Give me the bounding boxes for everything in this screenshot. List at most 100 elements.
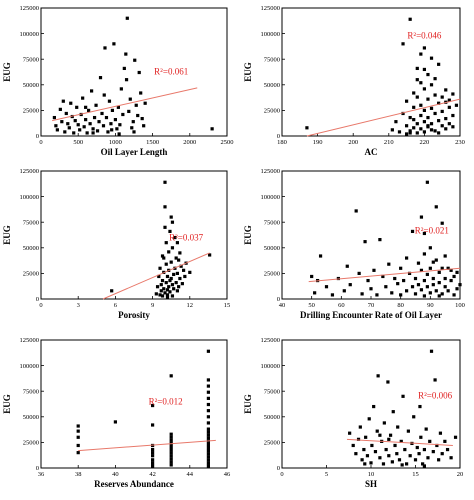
data-point xyxy=(160,254,165,258)
data-point xyxy=(162,287,166,291)
data-point xyxy=(175,289,179,293)
data-point xyxy=(169,457,173,461)
data-point xyxy=(98,76,103,80)
data-point xyxy=(158,266,162,270)
y-tick-label: 125000 xyxy=(261,5,281,12)
data-point xyxy=(412,126,416,130)
data-point xyxy=(206,433,210,437)
data-point xyxy=(362,447,366,452)
data-point xyxy=(426,456,430,460)
r-squared-label: R²=0.046 xyxy=(407,31,442,41)
data-point xyxy=(168,229,172,234)
data-point xyxy=(429,122,434,126)
data-point xyxy=(206,421,210,425)
data-point xyxy=(378,433,382,437)
data-point xyxy=(433,77,437,81)
data-point xyxy=(419,81,423,85)
data-point xyxy=(206,455,210,459)
data-point xyxy=(401,42,405,46)
x-tick-label: 190 xyxy=(313,139,323,146)
data-point xyxy=(453,435,458,439)
data-point xyxy=(388,433,393,437)
y-tick-label: 50000 xyxy=(264,82,280,89)
x-tick-label: 2500 xyxy=(221,139,234,146)
data-point xyxy=(405,462,409,466)
data-point xyxy=(89,89,94,93)
data-point xyxy=(160,294,165,298)
data-point xyxy=(169,463,173,467)
y-tick-label: 75000 xyxy=(23,219,39,226)
y-tick-label: 0 xyxy=(36,133,39,140)
y-tick-label: 25000 xyxy=(264,440,280,447)
chart-panel-6: 0 5 10 15 20 0 25000 50000 75000 100000 125000 SH EU… xyxy=(243,337,463,489)
data-point xyxy=(412,118,416,122)
data-point xyxy=(422,278,426,283)
data-point xyxy=(173,235,177,240)
chart-panel-5: 36 38 40 42 44 46 0 25000 50000 75000 100000 125000… xyxy=(2,337,231,489)
data-point xyxy=(206,436,210,440)
data-point xyxy=(155,285,160,289)
data-point xyxy=(406,429,410,433)
data-point xyxy=(440,221,444,225)
data-point xyxy=(162,256,166,260)
chart-panel-3: 0 3 6 9 12 15 0 25000 50000 75000 100000 125000 Poro… xyxy=(2,168,230,320)
data-point xyxy=(422,447,426,452)
data-point xyxy=(151,454,155,458)
r-squared-label: R²=0.012 xyxy=(149,397,183,407)
data-point xyxy=(84,105,88,109)
data-point xyxy=(376,374,380,378)
data-point xyxy=(437,458,441,462)
y-axis-label: EUG xyxy=(243,394,253,414)
data-point xyxy=(348,431,352,435)
y-tick-label: 25000 xyxy=(23,108,39,115)
data-point xyxy=(76,429,80,433)
data-point xyxy=(84,118,88,122)
data-point xyxy=(163,205,167,209)
data-point xyxy=(447,98,451,102)
y-axis-label: EUG xyxy=(2,225,12,245)
data-point xyxy=(170,246,175,250)
data-point xyxy=(164,241,168,245)
data-point xyxy=(418,404,422,409)
x-tick-label: 36 xyxy=(38,471,45,478)
x-tick-label: 220 xyxy=(420,139,430,146)
data-point xyxy=(143,101,147,105)
data-point xyxy=(169,260,173,264)
data-point xyxy=(449,268,453,272)
data-point xyxy=(452,274,456,279)
data-point xyxy=(163,225,167,229)
data-point xyxy=(206,415,210,419)
data-point xyxy=(394,120,398,124)
data-point xyxy=(151,461,155,465)
data-point xyxy=(177,258,181,262)
data-point xyxy=(405,99,409,103)
y-tick-label: 100000 xyxy=(261,194,281,201)
x-tick-label: 40 xyxy=(279,302,286,309)
data-point xyxy=(378,238,382,242)
data-point xyxy=(431,450,435,454)
data-point xyxy=(95,129,100,133)
data-point xyxy=(390,128,394,132)
data-point xyxy=(367,417,371,421)
data-point xyxy=(419,288,424,292)
data-point xyxy=(419,268,424,272)
data-point xyxy=(416,261,421,265)
y-tick-label: 50000 xyxy=(264,245,280,252)
y-axis-label: EUG xyxy=(2,394,12,414)
x-tick-label: 500 xyxy=(73,139,83,146)
data-point xyxy=(408,129,412,133)
data-point xyxy=(180,282,184,286)
data-point xyxy=(151,451,155,455)
data-point xyxy=(451,125,455,129)
data-point xyxy=(431,260,435,264)
data-point xyxy=(76,435,80,439)
y-tick-label: 100000 xyxy=(20,363,40,370)
data-point xyxy=(426,124,430,128)
data-point xyxy=(169,435,173,439)
data-point xyxy=(416,283,421,287)
data-point xyxy=(345,264,349,268)
data-point xyxy=(422,46,426,50)
data-point xyxy=(130,126,134,130)
data-point xyxy=(373,450,378,454)
data-point xyxy=(351,443,355,448)
